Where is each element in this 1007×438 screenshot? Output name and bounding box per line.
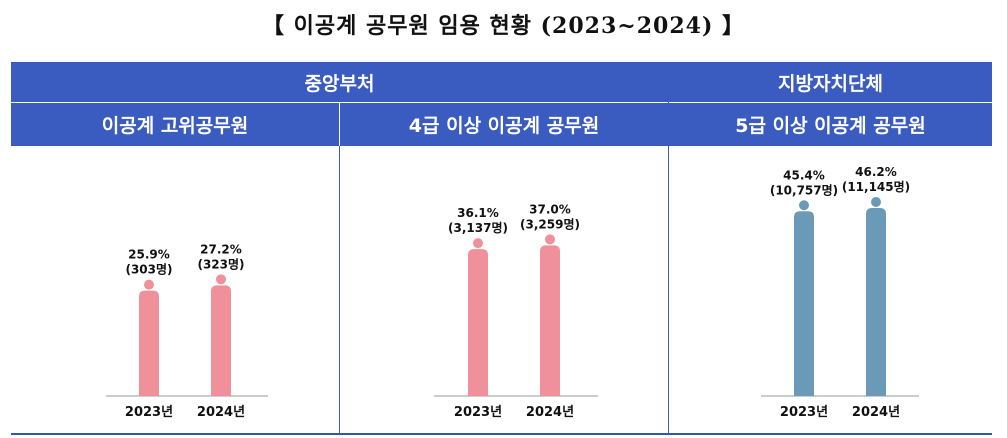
bar-marker-0 <box>144 279 154 290</box>
data-label-percent-0: 36.1% <box>457 206 499 220</box>
panel-header-senior: 이공계 고위공무원 <box>11 103 339 146</box>
panel-header-grade5: 5급 이상 이공계 공무원 <box>669 103 992 146</box>
bar-marker-0 <box>473 238 483 249</box>
column-divider-2 <box>668 62 669 433</box>
bar-marker-1 <box>871 197 881 207</box>
data-label-percent-0: 45.4% <box>783 168 825 182</box>
chart-senior: 25.9%(303명) 2023년 27.2%(323명) 2024년 <box>106 242 268 420</box>
bar-marker-1 <box>545 234 555 245</box>
bar-1 <box>540 245 560 396</box>
bar-0 <box>139 290 159 396</box>
column-divider-1 <box>339 146 340 433</box>
tick-label-1: 2024년 <box>852 405 900 420</box>
data-label-percent-0: 25.9% <box>128 248 170 262</box>
data-label-count-0: (303명) <box>125 263 172 277</box>
panel-header-grade4: 4급 이상 이공계 공무원 <box>340 103 668 146</box>
data-label-count-1: (323명) <box>197 257 244 271</box>
data-label-count-1: (11,145명) <box>842 180 910 194</box>
chart-grade5: 45.4%(10,757명) 2023년 46.2%(11,145명) 2024년 <box>761 165 919 420</box>
group-header-local: 지방자치단체 <box>669 62 992 102</box>
group-header-central: 중앙부처 <box>11 62 668 102</box>
tick-label-0: 2023년 <box>454 405 502 420</box>
header-divider <box>11 102 992 103</box>
tick-label-0: 2023년 <box>780 405 828 420</box>
bar-1 <box>866 208 886 396</box>
stats-table: 중앙부처 지방자치단체 이공계 고위공무원 4급 이상 이공계 공무원 5급 이… <box>11 62 992 435</box>
bar-0 <box>468 249 488 396</box>
bar-marker-0 <box>799 200 809 211</box>
bar-marker-1 <box>216 274 226 285</box>
bar-1 <box>211 285 231 396</box>
data-label-count-0: (3,137명) <box>448 221 508 235</box>
tick-label-1: 2024년 <box>526 405 574 420</box>
tick-label-0: 2023년 <box>125 405 173 420</box>
chart-grade4: 36.1%(3,137명) 2023년 37.0%(3,259명) 2024년 <box>434 202 598 420</box>
page-title: 【 이공계 공무원 임용 현황 (2023~2024) 】 <box>261 13 746 39</box>
data-label-count-1: (3,259명) <box>520 217 580 231</box>
data-label-percent-1: 37.0% <box>529 202 571 216</box>
data-label-count-0: (10,757명) <box>770 183 838 197</box>
bar-0 <box>794 211 814 396</box>
data-label-percent-1: 27.2% <box>200 242 242 256</box>
tick-label-1: 2024년 <box>197 405 245 420</box>
data-label-percent-1: 46.2% <box>855 165 897 179</box>
